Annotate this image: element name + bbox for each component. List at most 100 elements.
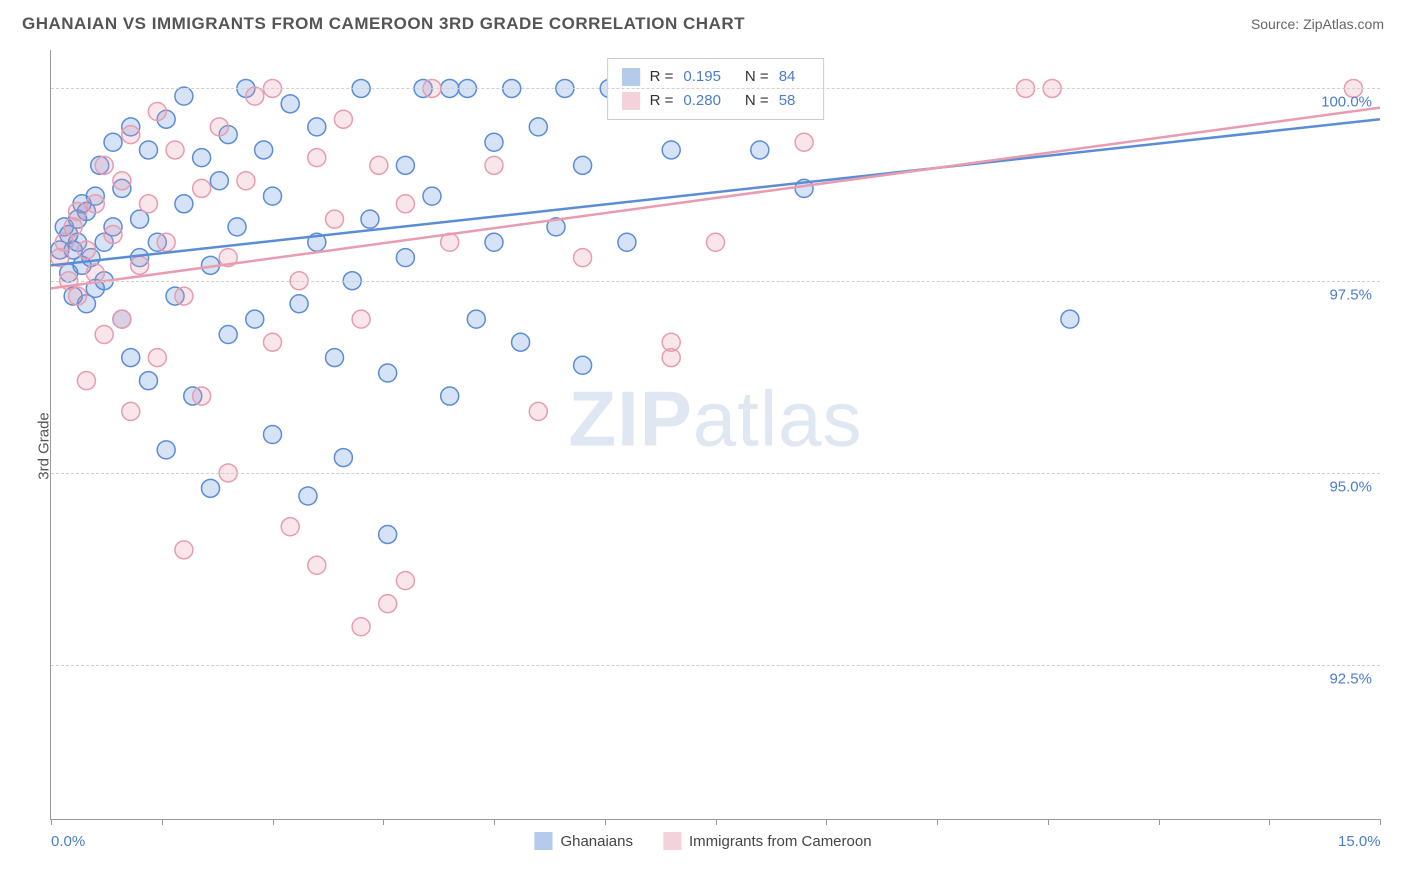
grid-line <box>51 88 1380 89</box>
data-point <box>379 525 397 543</box>
data-point <box>95 156 113 174</box>
r-value-ghanaians: 0.195 <box>683 65 721 89</box>
data-point <box>618 233 636 251</box>
data-point <box>574 249 592 267</box>
n-value-ghanaians: 84 <box>779 65 796 89</box>
data-point <box>512 333 530 351</box>
data-point <box>751 141 769 159</box>
data-point <box>396 572 414 590</box>
source-name: ZipAtlas.com <box>1303 16 1384 32</box>
data-point <box>264 426 282 444</box>
x-tick <box>1159 819 1160 825</box>
data-point <box>662 141 680 159</box>
data-point <box>370 156 388 174</box>
data-point <box>396 249 414 267</box>
x-tick <box>162 819 163 825</box>
data-point <box>77 241 95 259</box>
legend-item-ghanaians: Ghanaians <box>534 832 633 850</box>
data-point <box>113 310 131 328</box>
source-label: Source: ZipAtlas.com <box>1251 16 1384 32</box>
data-point <box>529 118 547 136</box>
data-point <box>264 333 282 351</box>
data-point <box>334 110 352 128</box>
legend-swatch-blue-icon <box>534 832 552 850</box>
data-point <box>95 326 113 344</box>
title-bar: GHANAIAN VS IMMIGRANTS FROM CAMEROON 3RD… <box>22 14 1384 34</box>
data-point <box>352 310 370 328</box>
data-point <box>246 310 264 328</box>
data-point <box>86 264 104 282</box>
data-point <box>379 364 397 382</box>
data-point <box>175 287 193 305</box>
r-value-cameroon: 0.280 <box>683 89 721 113</box>
legend-row-ghanaians: R = 0.195 N = 84 <box>622 65 810 89</box>
data-point <box>175 195 193 213</box>
data-point <box>237 172 255 190</box>
x-tick <box>494 819 495 825</box>
data-point <box>210 172 228 190</box>
data-point <box>157 441 175 459</box>
data-point <box>166 141 184 159</box>
x-tick <box>605 819 606 825</box>
data-point <box>529 402 547 420</box>
data-point <box>485 133 503 151</box>
data-point <box>104 133 122 151</box>
data-point <box>193 149 211 167</box>
x-tick <box>716 819 717 825</box>
x-tick <box>1048 819 1049 825</box>
chart-title: GHANAIAN VS IMMIGRANTS FROM CAMEROON 3RD… <box>22 14 745 34</box>
data-point <box>139 195 157 213</box>
data-point <box>175 541 193 559</box>
data-point <box>379 595 397 613</box>
data-point <box>201 479 219 497</box>
data-point <box>104 226 122 244</box>
data-point <box>131 256 149 274</box>
data-point <box>157 233 175 251</box>
grid-line <box>51 281 1380 282</box>
data-point <box>281 95 299 113</box>
data-point <box>219 326 237 344</box>
data-point <box>467 310 485 328</box>
data-point <box>662 349 680 367</box>
data-point <box>361 210 379 228</box>
legend-swatch-pink <box>622 92 640 110</box>
x-tick <box>937 819 938 825</box>
data-point <box>352 618 370 636</box>
data-point <box>210 118 228 136</box>
data-point <box>122 402 140 420</box>
y-tick-label: 95.0% <box>1329 478 1372 495</box>
grid-line <box>51 665 1380 666</box>
y-tick-label: 97.5% <box>1329 286 1372 303</box>
x-tick <box>826 819 827 825</box>
data-point <box>308 556 326 574</box>
data-point <box>290 295 308 313</box>
data-point <box>86 195 104 213</box>
data-point <box>122 126 140 144</box>
data-point <box>396 195 414 213</box>
x-tick-label: 0.0% <box>51 833 85 850</box>
legend-item-cameroon: Immigrants from Cameroon <box>663 832 872 850</box>
grid-line <box>51 473 1380 474</box>
data-point <box>77 372 95 390</box>
plot-area: ZIPatlas R = 0.195 N = 84 R = 0.280 N = … <box>50 50 1380 820</box>
x-tick-label: 15.0% <box>1338 833 1381 850</box>
data-point <box>139 372 157 390</box>
data-point <box>574 156 592 174</box>
trend-line <box>51 108 1380 289</box>
x-tick <box>1269 819 1270 825</box>
y-tick-label: 100.0% <box>1321 94 1372 111</box>
legend-swatch-pink-icon <box>663 832 681 850</box>
data-point <box>441 387 459 405</box>
x-tick <box>273 819 274 825</box>
data-point <box>396 156 414 174</box>
data-point <box>175 87 193 105</box>
data-point <box>308 118 326 136</box>
chart-svg <box>51 50 1380 819</box>
data-point <box>193 387 211 405</box>
data-point <box>707 233 725 251</box>
data-point <box>485 156 503 174</box>
data-point <box>148 349 166 367</box>
data-point <box>264 187 282 205</box>
legend-swatch-blue <box>622 68 640 86</box>
data-point <box>122 349 140 367</box>
